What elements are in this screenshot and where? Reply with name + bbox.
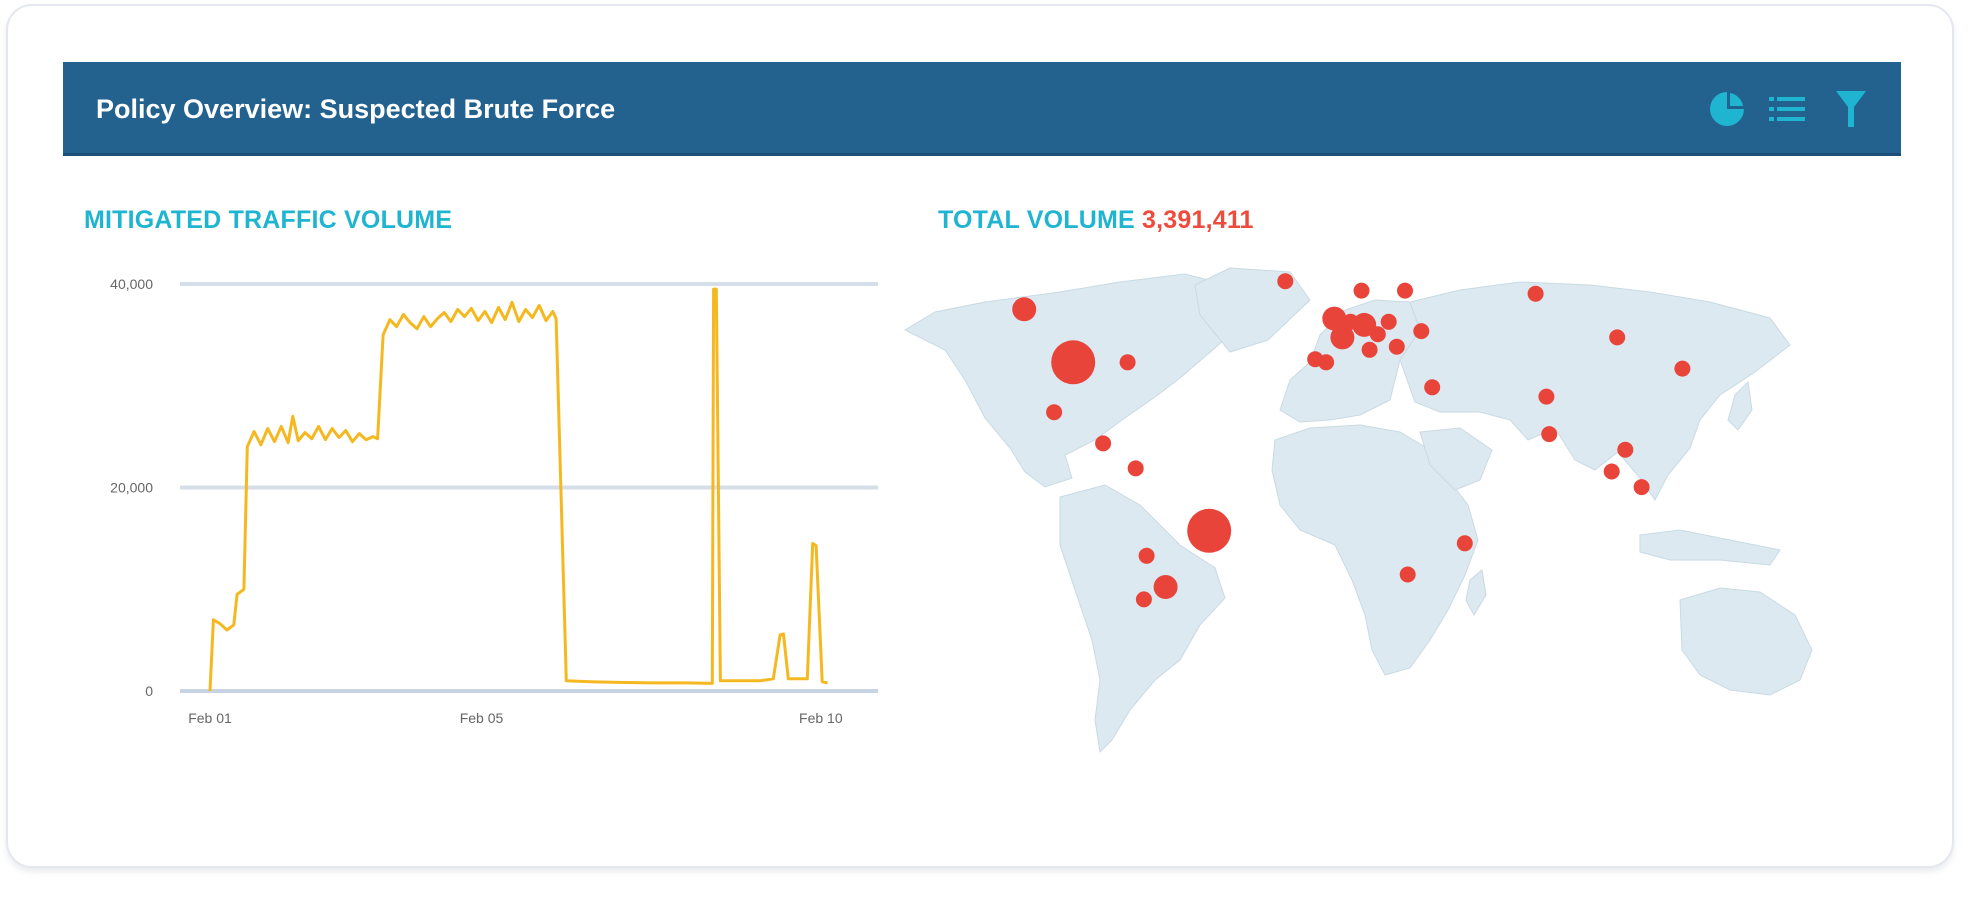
x-axis-ticks: Feb 01 Feb 05 Feb 10	[188, 710, 843, 726]
land-indonesia	[1639, 529, 1781, 566]
total-volume-heading: TOTAL VOLUME 3,391,411	[938, 206, 1254, 235]
hotspot-marker[interactable]	[1617, 441, 1634, 458]
land-south-america	[1059, 484, 1226, 754]
hotspot-marker[interactable]	[1538, 388, 1555, 405]
hotspot-marker[interactable]	[1456, 535, 1473, 552]
chart-gridlines	[180, 282, 878, 693]
land-madagascar	[1465, 569, 1487, 617]
land-australia	[1679, 587, 1813, 696]
y-tick-label: 40,000	[110, 276, 153, 292]
x-tick-label: Feb 05	[460, 710, 504, 726]
hotspot-marker[interactable]	[1541, 426, 1558, 443]
hotspot-marker[interactable]	[1095, 435, 1112, 452]
hotspot-marker[interactable]	[1609, 329, 1626, 346]
map-landmass	[903, 267, 1813, 754]
hotspot-marker[interactable]	[1277, 273, 1294, 290]
traffic-chart-heading: MITIGATED TRAFFIC VOLUME	[84, 206, 453, 234]
land-arabia	[1419, 427, 1493, 491]
panel-header: Policy Overview: Suspected Brute Force	[63, 62, 1901, 156]
hotspot-marker[interactable]	[1153, 575, 1178, 599]
hotspot-marker[interactable]	[1135, 591, 1152, 608]
hotspot-marker[interactable]	[1322, 306, 1347, 331]
x-tick-label: Feb 10	[799, 710, 843, 726]
hotspot-marker[interactable]	[1187, 508, 1232, 553]
total-volume-value: 3,391,411	[1142, 206, 1254, 234]
hotspot-marker[interactable]	[1397, 282, 1413, 299]
y-tick-label: 20,000	[110, 480, 153, 496]
hotspot-marker[interactable]	[1318, 354, 1335, 371]
hotspot-marker[interactable]	[1674, 360, 1691, 377]
hotspot-marker[interactable]	[1424, 379, 1441, 396]
hotspot-marker[interactable]	[1361, 341, 1378, 358]
hotspot-marker[interactable]	[1369, 326, 1386, 343]
pie-chart-icon[interactable]	[1708, 90, 1746, 128]
x-tick-label: Feb 01	[188, 710, 232, 726]
total-volume-label: TOTAL VOLUME	[938, 206, 1135, 234]
hotspot-marker[interactable]	[1399, 566, 1416, 583]
list-icon[interactable]	[1769, 95, 1805, 123]
hotspot-marker[interactable]	[1138, 547, 1155, 564]
hotspot-marker[interactable]	[1353, 282, 1370, 299]
hotspot-marker[interactable]	[1633, 479, 1650, 496]
hotspot-marker[interactable]	[1380, 313, 1397, 330]
hotspot-marker[interactable]	[1127, 460, 1144, 477]
land-japan	[1727, 380, 1753, 431]
hotspot-marker[interactable]	[1119, 354, 1136, 371]
panel-title: Policy Overview: Suspected Brute Force	[96, 94, 616, 124]
hotspot-marker[interactable]	[1413, 323, 1430, 340]
hotspot-marker[interactable]	[1388, 338, 1405, 355]
hotspot-marker[interactable]	[1046, 404, 1063, 421]
land-greenland	[1194, 267, 1311, 353]
traffic-series-line	[208, 287, 828, 692]
y-tick-label: 0	[145, 683, 153, 699]
hotspot-marker[interactable]	[1352, 312, 1377, 337]
hotspot-marker[interactable]	[1527, 285, 1544, 302]
hotspot-marker[interactable]	[1012, 297, 1037, 322]
hotspot-marker[interactable]	[1330, 325, 1355, 350]
hotspot-markers	[1012, 273, 1691, 608]
hotspot-marker[interactable]	[1051, 340, 1096, 385]
filter-icon[interactable]	[1836, 91, 1866, 129]
hotspot-marker[interactable]	[1603, 463, 1620, 480]
land-africa	[1271, 424, 1479, 676]
land-asia	[1399, 281, 1791, 501]
y-axis-ticks: 0 20,000 40,000	[110, 276, 153, 699]
